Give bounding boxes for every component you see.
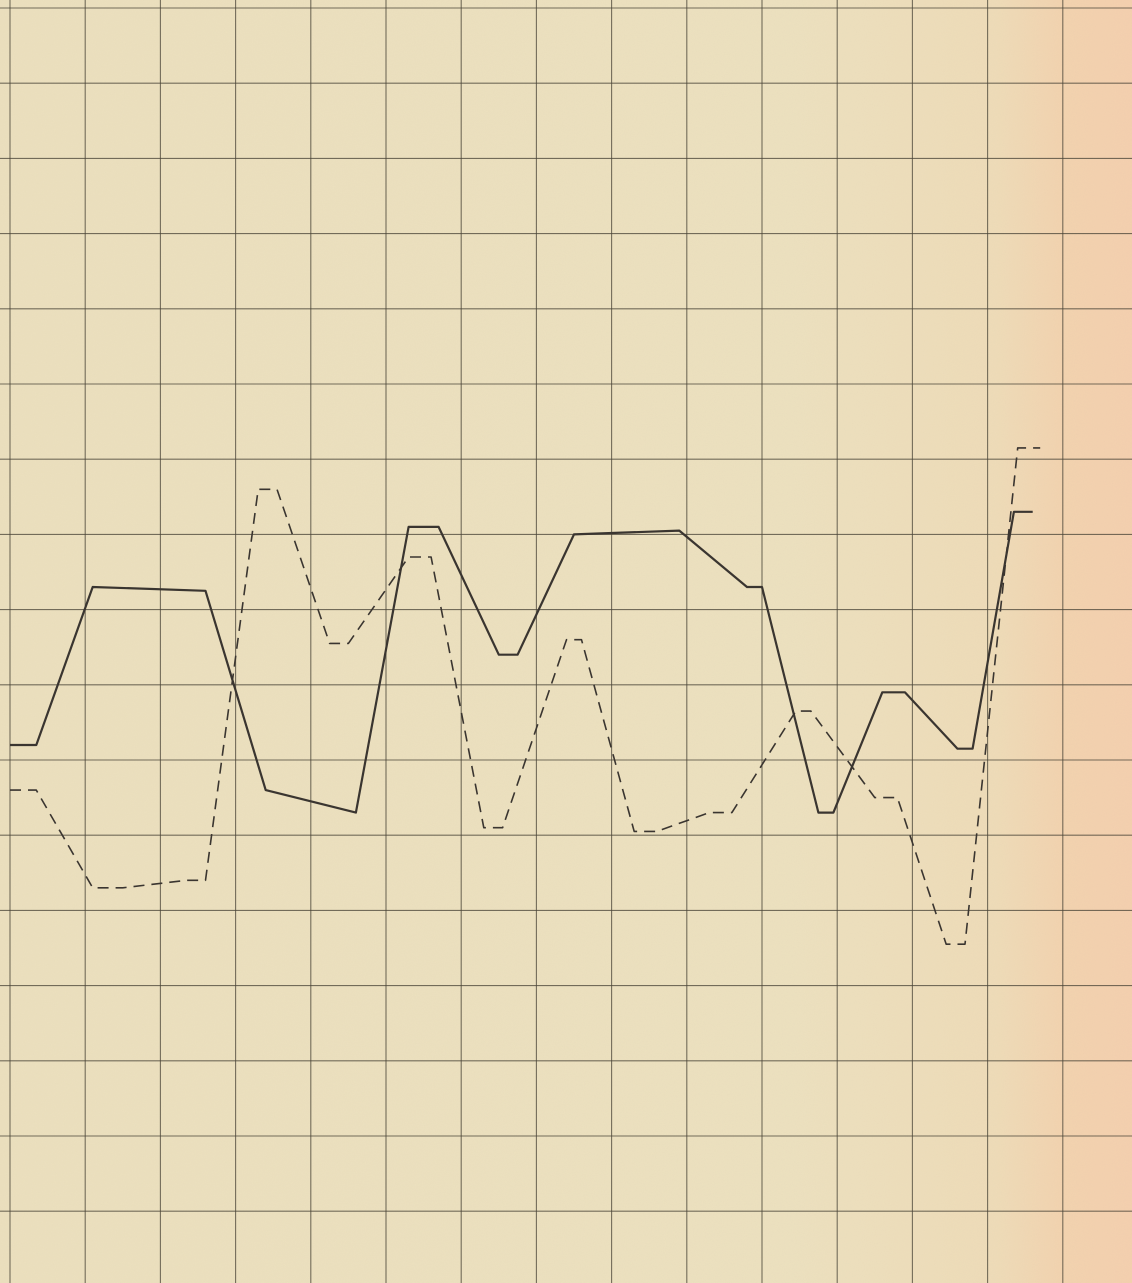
series-line-dashed: [10, 447, 1041, 945]
series-group: [10, 447, 1041, 945]
series-line-solid: [10, 510, 1033, 814]
